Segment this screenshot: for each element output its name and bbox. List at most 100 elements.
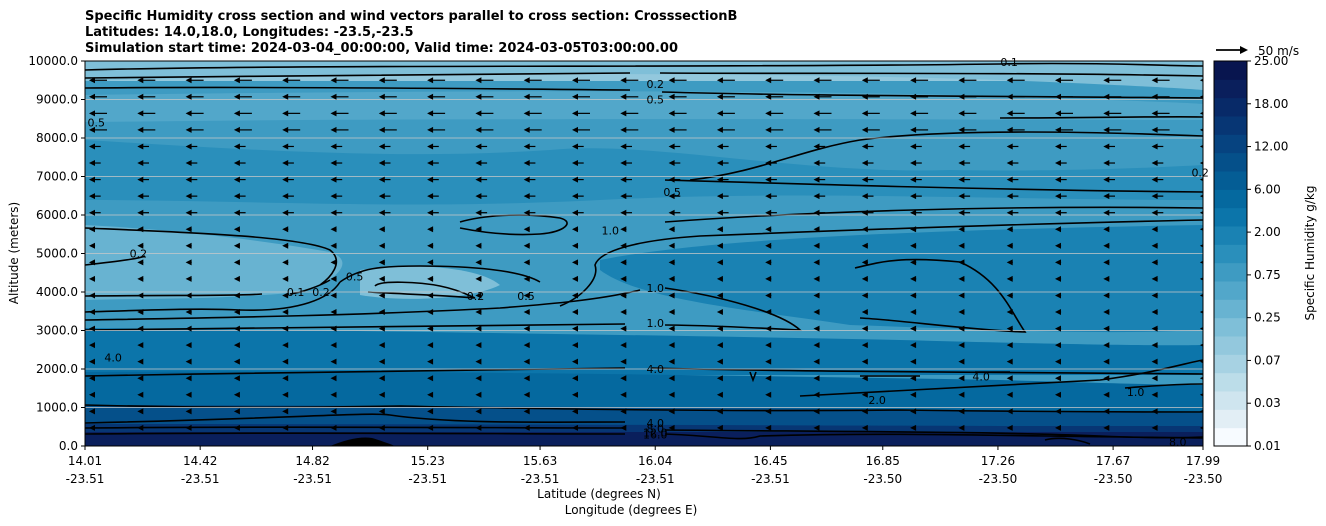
wind-vector [137, 292, 144, 299]
wind-vector [523, 275, 530, 282]
wind-vector [910, 259, 917, 266]
wind-vector [910, 176, 922, 183]
wind-vector [1151, 93, 1170, 100]
wind-vector [1055, 391, 1061, 398]
wind-vector [668, 126, 687, 133]
humidity-band-mid-right [600, 225, 1203, 333]
wind-vector [282, 325, 289, 332]
wind-vector [716, 259, 723, 266]
wind-vector [620, 110, 639, 117]
wind-vector [378, 77, 397, 84]
wind-vector [137, 209, 149, 216]
wind-vector [233, 408, 240, 415]
contour-label: 0.5 [646, 94, 664, 107]
wind-vector [958, 391, 965, 398]
wind-vector [378, 93, 397, 100]
wind-vector [475, 292, 482, 299]
wind-vector [233, 325, 240, 332]
wind-vector [1151, 375, 1158, 382]
wind-vector [282, 160, 294, 167]
wind-vector [475, 176, 488, 183]
wind-vector [1006, 375, 1013, 382]
wind-vector [861, 160, 874, 167]
wind-vector [185, 391, 192, 398]
wind-vector [813, 375, 820, 382]
wind-vector [330, 391, 337, 398]
wind-vector [89, 193, 101, 200]
wind-vector [1055, 242, 1062, 249]
wind-vector [233, 309, 240, 316]
wind-vector [958, 226, 965, 233]
wind-vector [475, 375, 482, 382]
wind-vector [523, 176, 536, 183]
wind-vector [137, 408, 144, 415]
wind-vector [475, 259, 482, 266]
wind-vector [233, 93, 252, 100]
wind-vector [378, 424, 385, 431]
wind-vector [233, 375, 240, 382]
contour-label: 0.5 [663, 186, 681, 199]
wind-vector [185, 242, 192, 249]
wind-vector [1199, 393, 1203, 397]
contour-label: 0.2 [646, 78, 664, 91]
wind-vector [1103, 309, 1110, 316]
wind-vector [572, 342, 578, 349]
wind-vector [572, 325, 579, 332]
wind-vector [233, 77, 252, 84]
x-tick-label-lat: 14.42 [183, 454, 217, 468]
wind-vector [910, 226, 917, 233]
wind-vector [330, 93, 349, 100]
wind-vector [185, 209, 198, 216]
wind-vector [1006, 391, 1013, 398]
wind-vector [137, 424, 144, 431]
colorbar-tick-label: 6.00 [1254, 182, 1281, 196]
wind-vector [910, 209, 922, 216]
wind-vector [427, 358, 434, 365]
wind-vector [1103, 143, 1115, 150]
wind-vector [765, 110, 784, 117]
wind-vector [1199, 95, 1203, 99]
wind-vector [765, 375, 772, 382]
wind-vector [861, 375, 868, 382]
wind-vector [1151, 242, 1158, 249]
wind-vector [137, 325, 144, 332]
wind-vector [330, 309, 337, 316]
contour-4.0-notch [749, 371, 757, 383]
wind-vector [378, 309, 385, 316]
wind-vector [910, 408, 917, 415]
wind-vector [185, 375, 192, 382]
x-tick-label-lon: -23.51 [751, 472, 790, 486]
wind-vector [137, 193, 149, 200]
wind-vector [1151, 391, 1158, 398]
contour-1.0-island [459, 214, 568, 236]
colorbar-label: Specific Humidity g/kg [1303, 186, 1317, 321]
wind-vector [1055, 342, 1061, 349]
wind-vector [620, 325, 627, 332]
wind-vector [958, 275, 965, 282]
wind-vector [185, 424, 192, 431]
wind-vector [1199, 194, 1203, 198]
wind-vector [1006, 209, 1019, 216]
wind-vector [958, 292, 965, 299]
wind-vector [572, 275, 579, 282]
wind-vector [1151, 408, 1158, 415]
wind-vector [282, 259, 289, 266]
wind-vector [523, 110, 542, 117]
wind-vector [475, 342, 482, 349]
wind-vector [523, 226, 530, 233]
wind-vector [233, 226, 240, 233]
wind-vector [185, 193, 198, 200]
y-tick-label: 7000.0 [36, 170, 78, 184]
wind-vector [716, 292, 723, 299]
wind-vector [620, 77, 639, 84]
colorbar-tick-label: 0.03 [1254, 396, 1281, 410]
wind-vector [668, 408, 675, 415]
wind-vector [1103, 342, 1110, 349]
wind-vector [958, 126, 977, 133]
wind-vector [572, 292, 579, 299]
wind-vector [185, 93, 204, 100]
wind-vector [620, 193, 632, 200]
wind-vector [668, 292, 675, 299]
wind-vector [1151, 259, 1158, 266]
contour-1.0-upper-right [664, 206, 1203, 223]
